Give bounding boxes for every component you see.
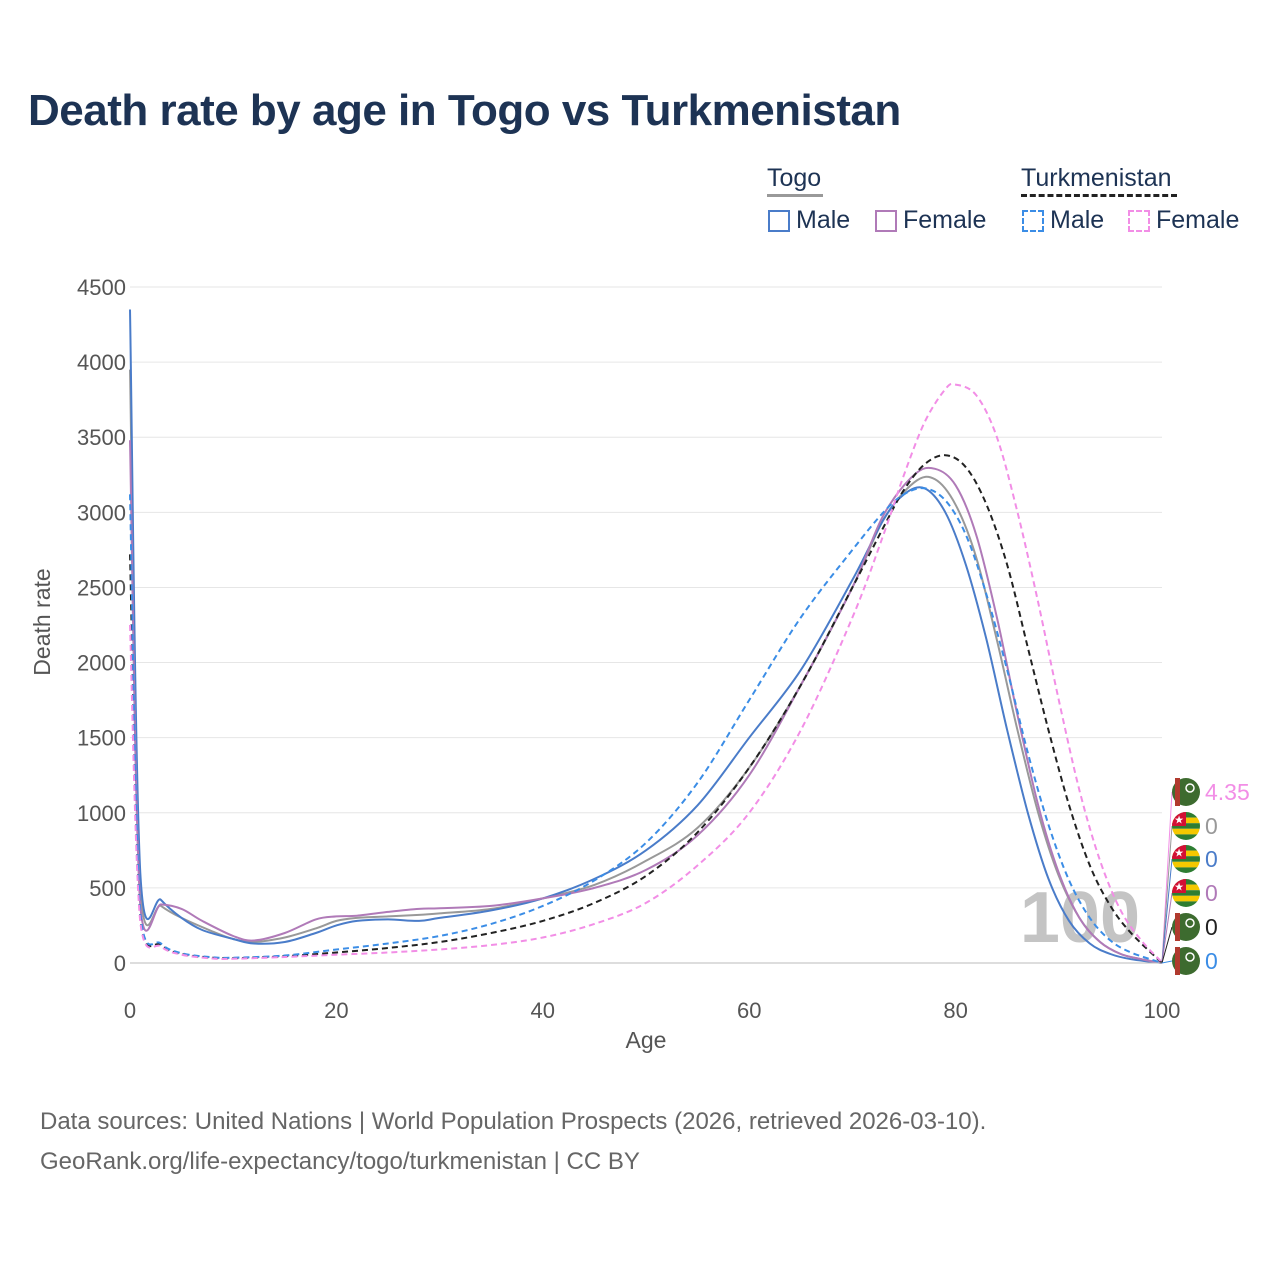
flag-stripe <box>1172 895 1200 902</box>
flag-stripe <box>1175 778 1180 806</box>
togo-flag-icon: ★ <box>1172 879 1200 907</box>
series-line-turkmenistan-female[interactable] <box>129 382 1163 963</box>
end-connector <box>1161 960 1173 964</box>
legend-turkmenistan-male-label: Male <box>1050 206 1105 234</box>
togo-flag-icon: ★ <box>1172 845 1200 873</box>
togo-flag-icon: ★ <box>1172 812 1200 840</box>
x-tick-label: 0 <box>124 998 136 1023</box>
legend-turkmenistan-heading[interactable]: Turkmenistan <box>1021 164 1177 197</box>
legend-turkmenistan-female-label: Female <box>1156 206 1240 234</box>
gridlines <box>130 286 1162 889</box>
y-axis-title: Death rate <box>29 568 55 675</box>
legend-turkmenistan-female[interactable]: Female <box>1128 206 1239 235</box>
end-marker-togo-male: ★ 0 <box>1161 845 1218 964</box>
y-tick-label: 4000 <box>77 350 126 375</box>
legend-togo-female[interactable]: Female <box>875 206 986 235</box>
flag-stripe <box>1172 834 1200 840</box>
x-tick-label: 20 <box>324 998 348 1023</box>
end-connector <box>1161 825 1173 964</box>
y-tick-label: 3500 <box>77 425 126 450</box>
y-tick-label: 4500 <box>77 275 126 300</box>
legend-turkmenistan-line <box>1021 194 1177 197</box>
x-tick-label: 80 <box>943 998 967 1023</box>
end-markers: 4.35★ 0★ 0★ 000 <box>1161 778 1250 975</box>
series-line-turkmenistan-male[interactable] <box>129 487 1163 964</box>
flag-stripe <box>1172 861 1200 868</box>
legend-turkmenistan-label: Turkmenistan <box>1021 164 1172 192</box>
chart-title: Death rate by age in Togo vs Turkmenista… <box>28 86 901 135</box>
crescent-icon <box>1185 952 1195 962</box>
end-marker-turkmenistan-female: 4.35 <box>1161 778 1250 963</box>
flag-stripe <box>1172 828 1200 835</box>
x-tick-label: 100 <box>1144 998 1181 1023</box>
legend-togo-line <box>767 194 823 197</box>
y-tick-label: 0 <box>114 951 126 976</box>
y-tick-label: 2000 <box>77 651 126 676</box>
end-connector <box>1161 926 1173 964</box>
legend-togo-male[interactable]: Male <box>768 206 850 235</box>
end-value-label: 0 <box>1205 914 1218 940</box>
footer-sources: Data sources: United Nations | World Pop… <box>40 1108 987 1135</box>
end-connector <box>1161 892 1173 964</box>
legend-togo-female-swatch <box>875 209 897 232</box>
series-line-togo-male[interactable] <box>129 309 1163 964</box>
footer-url[interactable]: GeoRank.org/life-expectancy/togo/turkmen… <box>40 1148 640 1175</box>
end-connector <box>1161 858 1173 964</box>
legend-togo-male-label: Male <box>796 206 851 234</box>
x-tick-labels: 0 20 40 60 80 100 <box>124 998 1180 1023</box>
star-icon: ★ <box>1174 882 1184 894</box>
flag-stripe <box>1175 913 1180 941</box>
legend-turkmenistan-female-swatch <box>1128 209 1150 232</box>
star-icon: ★ <box>1174 815 1184 827</box>
end-value-label: 0 <box>1205 948 1218 974</box>
star-icon: ★ <box>1174 848 1184 860</box>
crescent-icon <box>1185 918 1195 928</box>
flag-stripe <box>1172 867 1200 873</box>
y-tick-label: 500 <box>89 876 126 901</box>
y-tick-label: 3000 <box>77 500 126 525</box>
legend-turkmenistan-male-swatch <box>1022 209 1044 232</box>
y-tick-label: 1500 <box>77 726 126 751</box>
y-tick-label: 1000 <box>77 801 126 826</box>
y-tick-label: 2500 <box>77 575 126 600</box>
series-lines <box>129 309 1163 964</box>
x-tick-label: 40 <box>531 998 555 1023</box>
legend-turkmenistan-male[interactable]: Male <box>1022 206 1104 235</box>
end-value-label: 0 <box>1205 813 1218 839</box>
y-tick-labels: 0 500 1000 1500 2000 2500 3000 3500 4000 4500 <box>77 275 126 976</box>
flag-stripe <box>1172 901 1200 907</box>
legend-togo-heading[interactable]: Togo <box>767 164 823 197</box>
end-value-label: 0 <box>1205 846 1218 872</box>
x-tick-label: 60 <box>737 998 761 1023</box>
end-marker-turkmenistan-total: 0 <box>1161 913 1218 964</box>
legend-togo-male-swatch <box>768 209 790 232</box>
end-value-label: 4.35 <box>1205 779 1250 805</box>
x-axis-title: Age <box>626 1027 667 1053</box>
crescent-icon <box>1185 783 1195 793</box>
end-value-label: 0 <box>1205 880 1218 906</box>
end-marker-turkmenistan-male: 0 <box>1161 947 1218 975</box>
series-line-turkmenistan-total[interactable] <box>129 454 1163 964</box>
legend-togo-label: Togo <box>767 164 822 192</box>
flag-stripe <box>1175 947 1180 975</box>
legend-togo-female-label: Female <box>903 206 987 234</box>
series-line-togo-female[interactable] <box>129 440 1163 964</box>
